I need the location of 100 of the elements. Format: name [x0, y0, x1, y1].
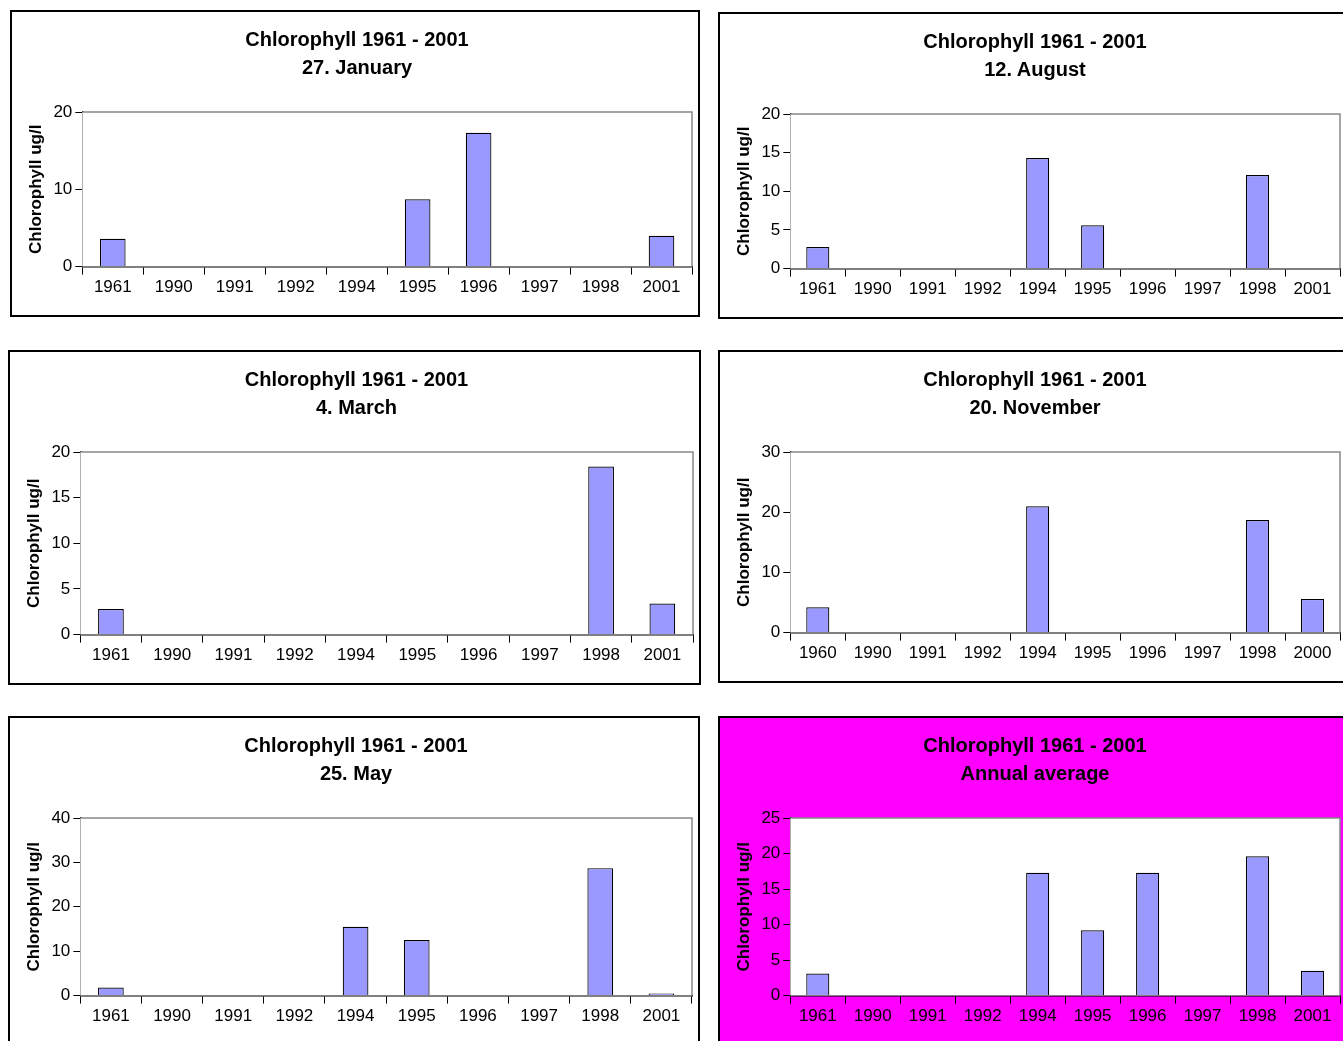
y-tick-label: 5	[770, 219, 781, 239]
y-tick-label: 5	[60, 578, 71, 598]
x-tick-label: 1991	[214, 645, 253, 665]
chart-title: Chlorophyll 1961 - 2001	[244, 733, 468, 756]
x-tick-label: 1995	[397, 1006, 436, 1026]
y-tick-label: 30	[51, 852, 71, 872]
x-tick-label: 1994	[1018, 279, 1057, 299]
y-tick-label: 10	[761, 562, 781, 582]
x-tick-label: 1990	[853, 279, 892, 299]
y-tick-label: 10	[761, 914, 781, 934]
x-tick-label: 1997	[1183, 1006, 1222, 1026]
x-tick-label: 1994	[1018, 1006, 1057, 1026]
y-tick-label: 20	[761, 843, 781, 863]
x-tick-label: 1992	[276, 277, 315, 297]
x-tick-label: 1995	[1073, 643, 1112, 663]
x-tick-label: 1990	[853, 1006, 892, 1026]
x-tick-label: 1998	[581, 1006, 620, 1026]
y-tick-label: 20	[761, 501, 781, 521]
x-tick-label: 1992	[275, 1006, 314, 1026]
y-tick-label: 0	[770, 258, 781, 278]
x-tick-label: 1995	[1073, 279, 1112, 299]
x-tick-label: 1961	[798, 1006, 837, 1026]
x-tick-label: 1997	[1183, 643, 1222, 663]
x-tick-label: 1997	[520, 277, 559, 297]
chart-subtitle: 12. August	[984, 57, 1087, 80]
chart-subtitle: Annual average	[960, 761, 1110, 784]
y-tick-label: 10	[761, 180, 781, 200]
x-tick-label: 1992	[963, 1006, 1002, 1026]
x-tick-label: 1996	[1128, 643, 1167, 663]
chart-title: Chlorophyll 1961 - 2001	[923, 29, 1147, 52]
chart-title: Chlorophyll 1961 - 2001	[923, 733, 1147, 756]
x-tick-label: 1998	[1238, 279, 1277, 299]
x-tick-label: 2001	[1293, 1006, 1332, 1026]
y-tick-label: 20	[761, 103, 781, 123]
y-tick-label: 20	[51, 896, 71, 916]
x-tick-label: 1992	[963, 643, 1002, 663]
x-tick-label: 1961	[798, 279, 837, 299]
x-tick-label: 1990	[153, 1006, 191, 1026]
y-tick-label: 40	[51, 807, 71, 827]
x-tick-label: 1997	[1183, 279, 1222, 299]
x-tick-label: 1998	[581, 277, 620, 297]
chart-title: Chlorophyll 1961 - 2001	[244, 367, 469, 390]
x-tick-label: 1990	[154, 277, 193, 297]
y-tick-label: 20	[53, 101, 73, 121]
y-tick-label: 10	[53, 178, 73, 198]
x-tick-label: 1961	[91, 1006, 130, 1026]
x-tick-label: 1995	[1073, 1006, 1112, 1026]
y-axis-title: Chlorophyll ug/l	[733, 842, 753, 972]
x-tick-label: 1995	[398, 645, 437, 665]
y-tick-label: 5	[770, 949, 781, 969]
x-tick-label: 1996	[459, 277, 498, 297]
y-tick-label: 0	[60, 624, 71, 644]
x-tick-label: 1961	[92, 645, 130, 665]
y-axis-title: Chlorophyll ug/l	[23, 842, 43, 972]
x-tick-label: 1996	[459, 645, 498, 665]
x-tick-label: 1960	[798, 643, 837, 663]
y-axis-title: Chlorophyll ug/l	[23, 478, 43, 608]
y-tick-label: 20	[51, 441, 71, 461]
y-tick-label: 0	[60, 985, 71, 1005]
x-tick-label: 2001	[642, 1006, 681, 1026]
x-tick-label: 1994	[337, 277, 376, 297]
x-tick-label: 1992	[275, 645, 314, 665]
y-tick-label: 0	[62, 256, 73, 276]
y-tick-label: 0	[770, 622, 781, 642]
y-tick-label: 15	[761, 878, 781, 898]
y-tick-label: 30	[761, 441, 781, 461]
x-tick-label: 1998	[582, 645, 621, 665]
x-tick-label: 1996	[458, 1006, 497, 1026]
x-tick-label: 1998	[1238, 643, 1277, 663]
x-tick-label: 2001	[643, 645, 682, 665]
x-tick-label: 1991	[214, 1006, 253, 1026]
x-tick-label: 1992	[963, 279, 1002, 299]
chart-subtitle: 20. November	[969, 395, 1101, 418]
y-tick-label: 10	[51, 532, 71, 552]
y-axis-title: Chlorophyll ug/l	[733, 126, 753, 256]
x-tick-label: 1991	[908, 643, 947, 663]
y-axis-title: Chlorophyll ug/l	[733, 477, 753, 607]
x-tick-label: 1994	[336, 1006, 375, 1026]
y-tick-label: 15	[51, 487, 71, 507]
y-tick-label: 0	[770, 985, 781, 1005]
y-tick-label: 25	[761, 807, 781, 827]
x-tick-label: 1998	[1238, 1006, 1277, 1026]
x-tick-label: 1991	[215, 277, 254, 297]
x-tick-label: 1961	[93, 277, 132, 297]
y-axis-title: Chlorophyll ug/l	[25, 124, 45, 254]
x-tick-label: 1996	[1128, 279, 1167, 299]
x-tick-label: 2001	[642, 277, 681, 297]
y-tick-label: 15	[761, 142, 781, 162]
x-tick-label: 1995	[398, 277, 437, 297]
y-tick-label: 10	[51, 940, 71, 960]
x-tick-label: 1991	[908, 279, 947, 299]
x-tick-label: 1994	[1018, 643, 1057, 663]
x-tick-label: 2000	[1293, 643, 1332, 663]
x-tick-label: 2001	[1293, 279, 1332, 299]
chart-title: Chlorophyll 1961 - 2001	[923, 367, 1147, 390]
x-tick-label: 1994	[337, 645, 375, 665]
x-tick-label: 1991	[908, 1006, 947, 1026]
chart-subtitle: 25. May	[319, 761, 394, 784]
x-tick-label: 1997	[520, 1006, 558, 1026]
chart-subtitle: 27. January	[301, 55, 413, 78]
